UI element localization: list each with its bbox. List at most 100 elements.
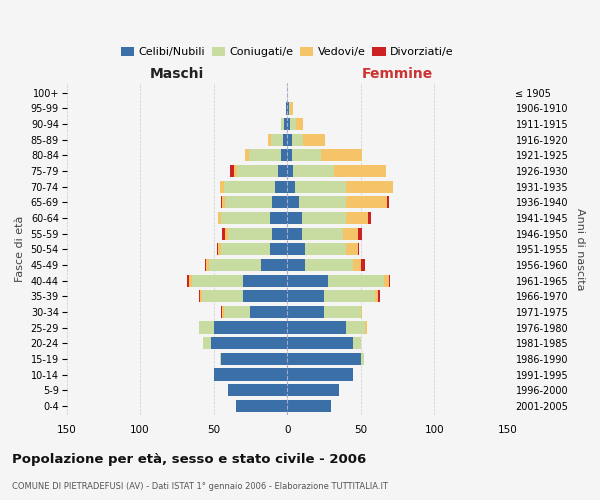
Bar (299, 196, 346, 208)
Bar (221, 353, 287, 365)
Bar (220, 353, 221, 365)
Bar (278, 165, 287, 177)
Bar (284, 118, 287, 130)
Bar (261, 259, 287, 271)
Bar (290, 118, 296, 130)
Bar (200, 290, 202, 302)
Bar (223, 306, 224, 318)
Bar (230, 165, 234, 177)
Bar (295, 180, 346, 193)
Bar (353, 259, 361, 271)
Bar (281, 118, 284, 130)
Bar (217, 243, 218, 256)
Bar (188, 274, 191, 286)
Bar (287, 400, 331, 412)
Bar (287, 228, 302, 240)
Bar (361, 353, 364, 365)
Bar (237, 165, 278, 177)
Bar (346, 180, 393, 193)
Bar (250, 306, 287, 318)
Bar (229, 228, 272, 240)
Bar (249, 150, 281, 162)
Bar (287, 212, 302, 224)
Bar (324, 290, 376, 302)
Bar (361, 306, 362, 318)
Bar (281, 150, 287, 162)
Bar (218, 243, 221, 256)
Bar (346, 243, 358, 256)
Bar (287, 274, 328, 286)
Bar (236, 400, 287, 412)
Text: Femmine: Femmine (362, 67, 433, 81)
Bar (221, 306, 223, 318)
Bar (226, 196, 272, 208)
Bar (379, 290, 380, 302)
Bar (205, 259, 206, 271)
Bar (384, 274, 389, 286)
Bar (287, 259, 305, 271)
Bar (290, 102, 293, 115)
Bar (387, 196, 389, 208)
Bar (305, 243, 346, 256)
Bar (287, 165, 293, 177)
Bar (191, 274, 243, 286)
Bar (324, 306, 361, 318)
Bar (358, 228, 362, 240)
Bar (286, 102, 287, 115)
Bar (283, 134, 287, 146)
Bar (287, 384, 338, 396)
Bar (368, 212, 371, 224)
Bar (234, 165, 237, 177)
Bar (224, 306, 250, 318)
Bar (202, 290, 243, 302)
Bar (275, 180, 287, 193)
Bar (287, 337, 353, 349)
Bar (269, 212, 287, 224)
Bar (221, 243, 269, 256)
Bar (343, 228, 358, 240)
Bar (287, 368, 353, 380)
Bar (293, 165, 334, 177)
Bar (292, 150, 321, 162)
Bar (292, 134, 304, 146)
Bar (346, 212, 368, 224)
Bar (199, 322, 214, 334)
Bar (287, 180, 295, 193)
Bar (209, 259, 261, 271)
Bar (224, 180, 275, 193)
Bar (353, 337, 361, 349)
Bar (287, 353, 361, 365)
Bar (389, 274, 390, 286)
Bar (271, 134, 283, 146)
Bar (214, 322, 287, 334)
Bar (245, 150, 249, 162)
Bar (358, 243, 359, 256)
Bar (243, 290, 287, 302)
Text: Maschi: Maschi (150, 67, 204, 81)
Bar (296, 118, 304, 130)
Bar (220, 180, 224, 193)
Bar (376, 290, 379, 302)
Bar (302, 212, 346, 224)
Bar (211, 337, 287, 349)
Bar (304, 134, 325, 146)
Bar (218, 212, 221, 224)
Bar (269, 243, 287, 256)
Bar (223, 196, 226, 208)
Bar (287, 243, 305, 256)
Bar (287, 290, 324, 302)
Bar (206, 259, 209, 271)
Bar (328, 274, 384, 286)
Bar (287, 322, 346, 334)
Bar (272, 228, 287, 240)
Bar (334, 165, 386, 177)
Bar (287, 306, 324, 318)
Text: COMUNE DI PIETRADEFUSI (AV) - Dati ISTAT 1° gennaio 2006 - Elaborazione TUTTITAL: COMUNE DI PIETRADEFUSI (AV) - Dati ISTAT… (12, 482, 388, 491)
Bar (243, 274, 287, 286)
Bar (272, 196, 287, 208)
Bar (187, 274, 188, 286)
Bar (321, 150, 362, 162)
Bar (365, 322, 367, 334)
Legend: Celibi/Nubili, Coniugati/e, Vedovi/e, Divorziati/e: Celibi/Nubili, Coniugati/e, Vedovi/e, Di… (116, 42, 458, 62)
Bar (287, 134, 292, 146)
